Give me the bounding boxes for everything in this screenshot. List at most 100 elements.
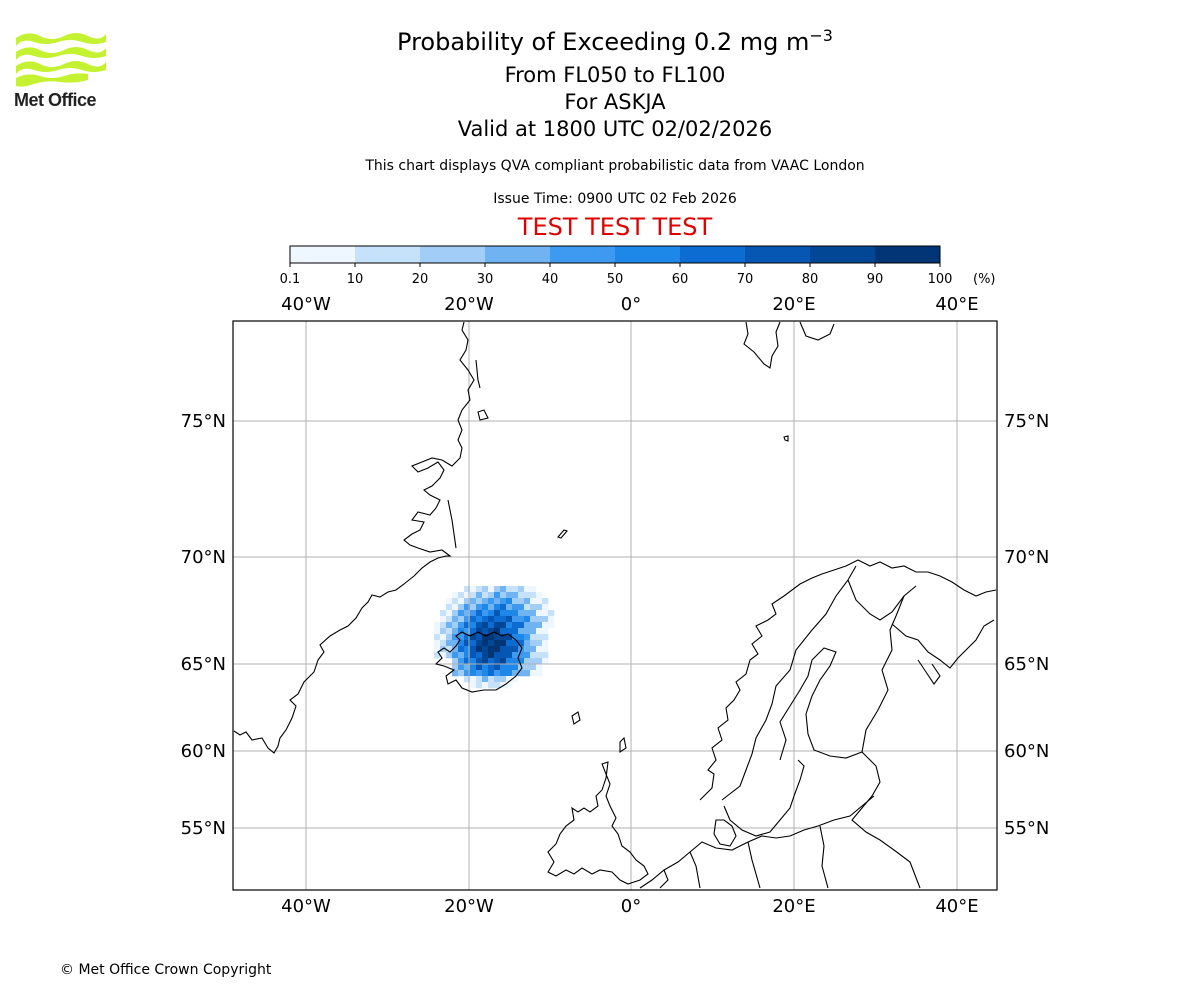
colorbar-segment — [615, 246, 681, 263]
plume-cell — [506, 634, 513, 641]
plume-cell — [530, 652, 537, 659]
white-sea-inner — [917, 659, 941, 685]
plume-cell — [506, 610, 513, 617]
plume-cell — [464, 616, 471, 623]
plume-cell — [482, 586, 489, 593]
plume-cell — [500, 610, 507, 617]
plume-cell — [506, 586, 513, 593]
plume-cell — [476, 676, 483, 683]
lat-label-right: 70°N — [1004, 547, 1049, 568]
plume-cell — [488, 586, 495, 593]
plume-cell — [524, 586, 531, 593]
lat-labels-right: 75°N 70°N 65°N 60°N 55°N — [1004, 411, 1049, 839]
title-superscript: −3 — [809, 26, 833, 45]
map-gridlines — [233, 321, 997, 890]
plume-cell — [446, 640, 453, 647]
plume-cell — [476, 682, 483, 689]
plume-cell — [512, 616, 519, 623]
great-britain-coastline — [547, 761, 649, 885]
plume-cell — [434, 640, 441, 647]
plume-cell — [518, 634, 525, 641]
plume-cell — [458, 598, 465, 605]
plume-cell — [530, 598, 537, 605]
plume-cell — [524, 652, 531, 659]
plume-cell — [482, 676, 489, 683]
plume-cell — [446, 616, 453, 623]
plume-cell — [494, 658, 501, 665]
scandinavia-coastline — [699, 559, 997, 801]
lon-label-top: 20°E — [772, 294, 815, 315]
plume-cell — [536, 604, 543, 611]
plume-cell — [434, 628, 441, 635]
colorbar-tick-label: 70 — [737, 272, 754, 287]
plume-cell — [458, 670, 465, 677]
met-office-wave-icon — [16, 33, 106, 87]
plume-cell — [500, 628, 507, 635]
netherlands-coast — [659, 869, 669, 889]
plume-cell — [488, 640, 495, 647]
plume-cell — [452, 634, 459, 641]
plume-cell — [488, 682, 495, 689]
plume-cell — [506, 676, 513, 683]
plume-cell — [506, 604, 513, 611]
plume-cell — [542, 604, 549, 611]
plume-cell — [518, 598, 525, 605]
plume-cell — [536, 610, 543, 617]
plume-cell — [488, 670, 495, 677]
colorbar-tick-label: 30 — [477, 272, 494, 287]
plume-cell — [476, 628, 483, 635]
plume-cell — [470, 670, 477, 677]
plume-cell — [500, 640, 507, 647]
lon-label-bottom: 20°W — [444, 896, 494, 917]
plume-cell — [500, 616, 507, 623]
lon-label-bottom: 40°E — [935, 896, 978, 917]
greenland-fjord-3 — [477, 409, 489, 421]
plume-cell — [482, 670, 489, 677]
coastlines — [233, 321, 997, 889]
plume-cell — [512, 604, 519, 611]
plume-cell — [434, 634, 441, 641]
colorbar-tick-label: 20 — [412, 272, 429, 287]
plume-cell — [482, 652, 489, 659]
plume-cell — [494, 592, 501, 599]
plume-cell — [542, 634, 549, 641]
plume-cell — [446, 646, 453, 653]
lon-label-top: 40°W — [281, 294, 331, 315]
plume-cell — [548, 610, 555, 617]
plume-cell — [506, 652, 513, 659]
plume-cell — [518, 670, 525, 677]
plume-cell — [548, 616, 555, 623]
plume-cell — [536, 670, 543, 677]
plume-cell — [512, 634, 519, 641]
plume-cell — [476, 658, 483, 665]
plume-cell — [470, 628, 477, 635]
plume-cell — [524, 646, 531, 653]
plume-cell — [524, 628, 531, 635]
plume-cell — [542, 622, 549, 629]
plume-cell — [512, 652, 519, 659]
plume-cell — [506, 616, 513, 623]
lon-labels-bottom: 40°W 20°W 0° 20°E 40°E — [281, 896, 978, 917]
plume-cell — [446, 604, 453, 611]
plume-cell — [434, 622, 441, 629]
plume-cell — [500, 604, 507, 611]
plume-cell — [512, 610, 519, 617]
plume-cell — [452, 622, 459, 629]
lat-label-right: 60°N — [1004, 741, 1049, 762]
plume-cell — [494, 598, 501, 605]
plume-cell — [482, 628, 489, 635]
plume-cell — [494, 676, 501, 683]
plume-cell — [488, 652, 495, 659]
greenland-fjord-1 — [447, 499, 457, 549]
colorbar-tick-label: 10 — [347, 272, 364, 287]
plume-cell — [488, 604, 495, 611]
plume-cell — [506, 598, 513, 605]
plume-cell — [488, 646, 495, 653]
plume-cell — [506, 640, 513, 647]
plume-cell — [518, 610, 525, 617]
plume-cell — [518, 592, 525, 599]
plume-cell — [494, 616, 501, 623]
plume-cell — [464, 652, 471, 659]
subtitle: This chart displays QVA compliant probab… — [365, 158, 865, 174]
